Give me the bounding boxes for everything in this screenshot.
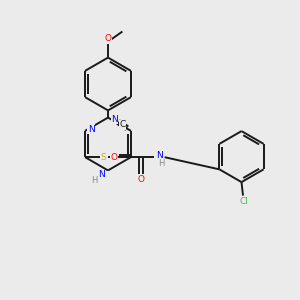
Text: H: H [158,159,164,168]
Text: N: N [156,151,163,160]
Text: H: H [91,176,98,185]
Text: O: O [104,34,112,43]
Text: O: O [111,153,118,162]
Text: N: N [88,125,94,134]
Text: N: N [98,170,105,179]
Text: N: N [111,115,118,124]
Text: S: S [101,153,106,162]
Text: O: O [137,175,144,184]
Text: Cl: Cl [239,196,248,206]
Text: C: C [119,120,126,129]
